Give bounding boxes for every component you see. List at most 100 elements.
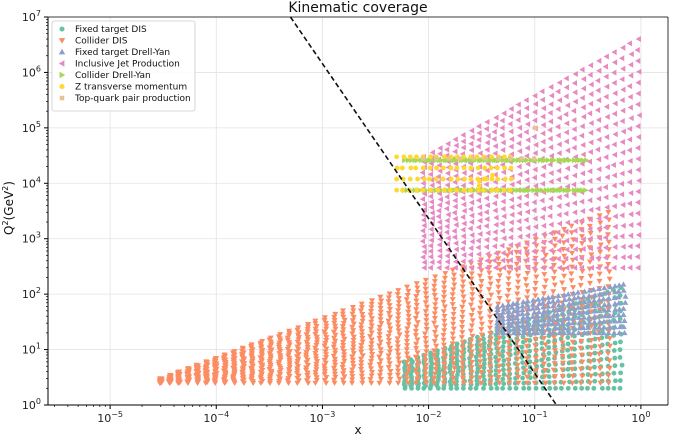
data-point (427, 171, 434, 178)
data-point (358, 325, 365, 331)
data-point (545, 303, 552, 309)
data-point (445, 140, 451, 147)
data-point (521, 380, 527, 386)
data-point (515, 109, 521, 116)
data-point (587, 273, 594, 280)
data-point (482, 348, 488, 354)
data-point (516, 148, 523, 155)
data-point (516, 124, 523, 131)
data-point (580, 324, 587, 330)
data-point (540, 304, 547, 310)
data-point (572, 237, 578, 244)
data-point (448, 165, 454, 171)
data-point (313, 361, 320, 368)
data-point (563, 75, 569, 82)
data-point (566, 295, 573, 302)
data-point (626, 83, 632, 90)
data-point (349, 377, 356, 383)
data-point (596, 358, 603, 365)
data-point (419, 238, 426, 245)
data-point (450, 277, 457, 283)
data-point (523, 113, 529, 120)
data-point (611, 110, 618, 117)
data-point (444, 252, 450, 259)
data-point (421, 176, 427, 182)
data-point (612, 306, 619, 312)
data-point (548, 195, 554, 202)
data-point (572, 255, 578, 262)
data-point (524, 248, 530, 255)
data-point (551, 243, 558, 249)
data-point (635, 101, 641, 108)
data-point (616, 329, 623, 336)
data-point (563, 174, 569, 181)
data-point (555, 123, 561, 130)
data-point (431, 339, 438, 345)
data-point (620, 254, 626, 261)
data-point (496, 363, 503, 369)
data-point (574, 289, 581, 295)
data-point (540, 329, 547, 336)
data-point (561, 315, 568, 321)
data-point (531, 256, 537, 263)
data-point (431, 283, 438, 289)
data-point (619, 139, 625, 146)
data-point (484, 236, 490, 243)
data-point (532, 215, 538, 222)
data-point (492, 143, 498, 150)
data-point (441, 285, 448, 291)
data-point (469, 307, 476, 314)
data-point (596, 313, 603, 319)
data-point (431, 320, 438, 326)
data-point (574, 187, 581, 194)
data-point (541, 272, 548, 278)
data-point (550, 276, 557, 282)
data-point (386, 380, 393, 386)
data-point (445, 235, 451, 242)
data-point (574, 157, 581, 164)
data-point (561, 296, 568, 302)
data-point (626, 125, 633, 132)
data-point (604, 144, 610, 151)
data-point (515, 241, 521, 248)
data-point (459, 325, 466, 331)
data-point (423, 295, 430, 302)
data-point (481, 373, 486, 379)
legend-entry: Collider DIS (58, 37, 128, 47)
data-point (469, 238, 475, 245)
data-point (571, 187, 578, 194)
data-point (450, 361, 457, 367)
data-point (619, 233, 625, 240)
data-point (467, 328, 474, 334)
data-point (448, 176, 454, 182)
legend-entry: Z transverse momentum (59, 83, 187, 93)
data-point (474, 154, 480, 160)
data-point (524, 187, 530, 194)
data-point (515, 273, 522, 279)
data-point (369, 352, 376, 358)
data-point (385, 338, 392, 344)
data-point (603, 103, 610, 110)
data-point (467, 339, 474, 345)
data-point (596, 185, 602, 192)
data-point (602, 224, 609, 231)
data-point (476, 170, 482, 177)
data-point (477, 150, 483, 157)
data-point (476, 204, 483, 211)
data-point (620, 107, 626, 114)
data-point (403, 297, 410, 303)
data-point (505, 282, 512, 288)
data-point (521, 385, 527, 391)
data-point (580, 187, 586, 194)
data-point (367, 377, 374, 383)
data-point (515, 322, 522, 328)
data-point (452, 136, 458, 143)
data-point (476, 130, 482, 137)
data-point (515, 256, 522, 263)
data-point (596, 215, 602, 222)
data-point (607, 284, 614, 290)
data-point (412, 380, 419, 386)
data-point (626, 168, 633, 175)
data-point (536, 187, 543, 194)
data-point (546, 362, 552, 368)
